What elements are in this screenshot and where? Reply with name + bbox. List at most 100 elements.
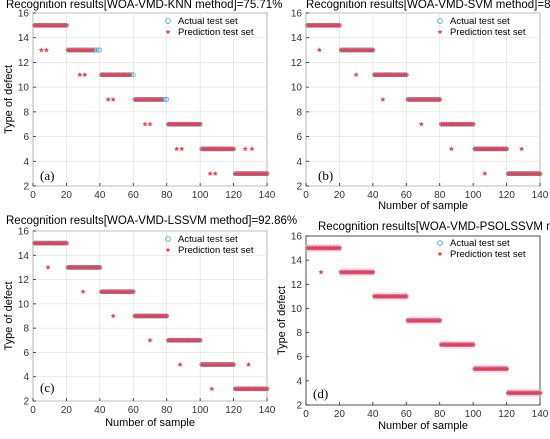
data-point-prediction (63, 22, 70, 28)
data-point-prediction (318, 269, 324, 275)
data-point-prediction (105, 96, 111, 102)
panel-label: (a) (40, 168, 54, 183)
y-tick-label: 16 (18, 9, 30, 20)
legend-marker-prediction (437, 251, 443, 257)
data-point-prediction (209, 386, 215, 392)
y-tick-label: 16 (291, 9, 303, 20)
legend-label-prediction: Prediction test set (178, 27, 254, 38)
y-axis-label: Type of defect (3, 281, 15, 350)
x-tick-label: 60 (401, 409, 413, 420)
x-axis-label: Number of sample (378, 200, 468, 212)
x-tick-label: 0 (303, 190, 309, 201)
x-tick-label: 80 (161, 405, 173, 416)
y-tick-label: 8 (23, 324, 29, 335)
x-tick-label: 80 (161, 190, 173, 201)
data-point-prediction (249, 146, 255, 152)
data-point-prediction (264, 170, 270, 176)
x-axis-label: Number of sample (105, 417, 195, 429)
y-tick-label: 14 (291, 33, 303, 44)
x-axis-label: Number of sample (378, 420, 468, 432)
legend-label-actual: Actual test set (178, 16, 238, 27)
data-point-prediction (230, 146, 237, 152)
legend-marker-prediction (165, 29, 171, 35)
data-point-prediction (77, 71, 83, 78)
data-point-prediction (242, 146, 248, 152)
data-point-prediction (230, 361, 237, 367)
data-point-prediction (147, 337, 153, 343)
y-tick-label: 4 (296, 157, 302, 168)
data-point-actual (164, 97, 170, 102)
data-point-prediction (177, 361, 183, 367)
data-point-prediction (418, 121, 424, 127)
data-point-prediction (38, 47, 45, 53)
x-tick-label: 0 (303, 409, 309, 420)
y-tick-label: 4 (23, 372, 29, 383)
y-tick-label: 4 (296, 376, 302, 387)
legend-label-actual: Actual test set (178, 234, 238, 245)
y-tick-label: 2 (296, 401, 302, 412)
x-tick-label: 60 (128, 405, 140, 416)
legend-label-prediction: Prediction test set (178, 245, 254, 256)
y-tick-label: 10 (18, 299, 30, 310)
y-tick-label: 2 (23, 182, 29, 193)
x-tick-label: 60 (128, 190, 140, 201)
y-tick-label: 6 (296, 352, 302, 363)
data-point-prediction (80, 288, 86, 294)
chart-title: Recognition results[WOA-VMD-KNN method]=… (6, 0, 282, 11)
x-tick-label: 60 (401, 190, 413, 201)
series-prediction (305, 22, 543, 176)
legend-label-actual: Actual test set (450, 238, 510, 249)
x-tick-label: 40 (94, 190, 106, 201)
data-point-prediction (403, 72, 409, 78)
data-point-prediction (336, 22, 343, 28)
x-tick-label: 140 (532, 190, 549, 201)
y-tick-label: 10 (291, 83, 303, 94)
data-point-prediction (316, 47, 323, 53)
y-tick-label: 6 (23, 132, 29, 143)
y-tick-label: 10 (291, 304, 303, 315)
legend-marker-prediction (165, 247, 171, 253)
x-tick-label: 20 (61, 190, 73, 201)
chart-panel-3: 0 20 40 60 80 100 120 140 2 4 6 8 10 12 14 16Recognitio… (3, 215, 297, 429)
legend-label-actual: Actual test set (450, 16, 510, 27)
series-prediction (305, 244, 543, 397)
data-point-prediction (503, 146, 510, 152)
y-tick-label: 16 (291, 232, 303, 243)
x-tick-label: 140 (259, 190, 276, 201)
legend-label-prediction: Prediction test set (450, 249, 526, 260)
data-point-prediction (537, 170, 543, 176)
data-point-prediction (437, 96, 443, 102)
legend-marker-actual (437, 18, 443, 24)
data-point-prediction (127, 72, 133, 78)
x-tick-label: 120 (498, 409, 515, 420)
y-tick-label: 8 (296, 107, 302, 118)
data-point-prediction (403, 293, 409, 299)
data-point-prediction (63, 240, 70, 246)
y-tick-label: 2 (23, 397, 29, 408)
data-point-prediction (518, 146, 525, 152)
x-tick-label: 0 (30, 190, 36, 201)
chart-panel-4: 0 20 40 60 80 100 120 140 2 4 6 8 10 12 14 16 Recognitio… (276, 221, 550, 432)
data-point-prediction (503, 366, 510, 372)
data-point-prediction (197, 121, 203, 127)
data-point-prediction (212, 170, 218, 176)
x-tick-label: 140 (259, 405, 276, 416)
chart-title: Recognition results[WOA-VMD-SVM method]=… (306, 0, 550, 11)
x-tick-label: 100 (192, 405, 209, 416)
chart-panel-1: 0 20 40 60 80 100 120 140 2 4 6 8 10 12 14 16Recognitio… (3, 0, 282, 201)
data-point-prediction (147, 121, 153, 127)
legend-marker-actual (165, 18, 171, 24)
y-tick-label: 12 (18, 58, 30, 69)
y-tick-label: 2 (296, 182, 302, 193)
x-tick-label: 120 (498, 190, 515, 201)
series-prediction (32, 240, 270, 392)
x-tick-label: 0 (30, 405, 36, 416)
chart-panel-2: 0 20 40 60 80 100 120 140 2 4 6 8 10 12 14 16Recognitio… (291, 0, 550, 212)
data-point-prediction (353, 72, 359, 78)
y-tick-label: 6 (23, 348, 29, 359)
legend-label-prediction: Prediction test set (450, 27, 526, 38)
x-tick-label: 80 (434, 190, 446, 201)
